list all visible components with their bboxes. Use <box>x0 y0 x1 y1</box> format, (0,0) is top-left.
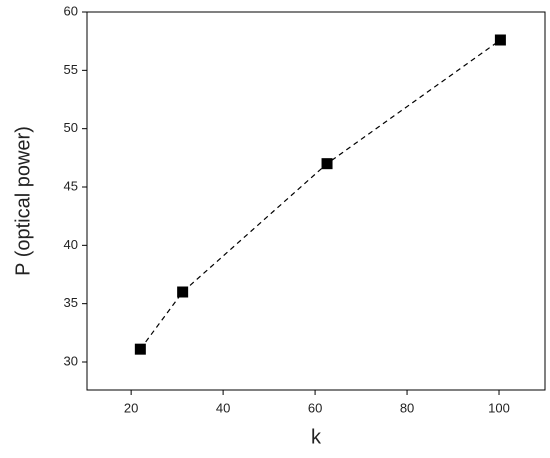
y-tick-label: 60 <box>64 3 78 18</box>
y-tick-label: 50 <box>64 120 78 135</box>
x-tick-label: 80 <box>400 400 414 415</box>
x-tick-label: 40 <box>216 400 230 415</box>
y-tick-label: 55 <box>64 62 78 77</box>
y-tick-label: 30 <box>64 353 78 368</box>
x-tick-label: 100 <box>488 400 510 415</box>
y-axis-title: P (optical power) <box>12 126 34 276</box>
point <box>177 286 189 298</box>
point <box>494 34 506 46</box>
x-tick-label: 20 <box>124 400 138 415</box>
plot-frame <box>86 11 546 391</box>
series-line <box>139 39 501 350</box>
x-tick-label: 60 <box>308 400 322 415</box>
point <box>134 343 146 355</box>
y-tick-label: 40 <box>64 237 78 252</box>
x-axis-title: k <box>311 426 322 448</box>
point <box>321 158 333 170</box>
y-tick-label: 45 <box>64 178 78 193</box>
y-tick-label: 35 <box>64 295 78 310</box>
